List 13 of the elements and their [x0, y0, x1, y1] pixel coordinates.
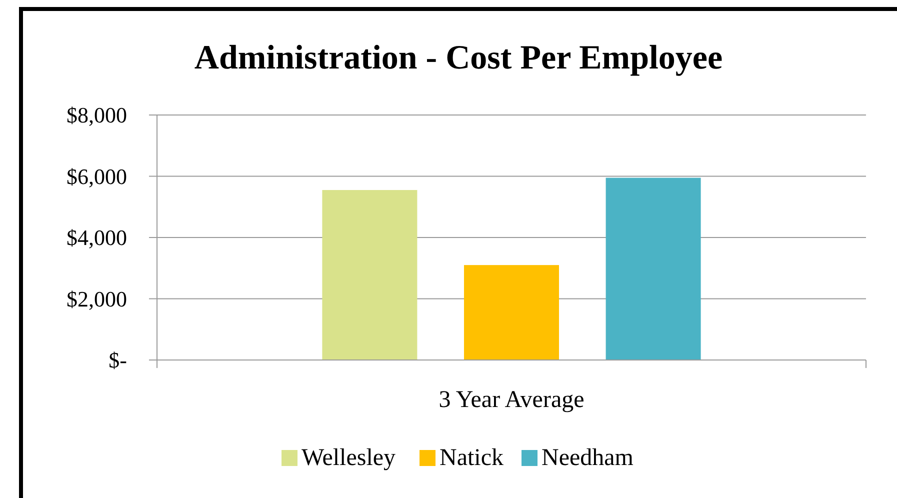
y-tick-label: $4,000 [66, 225, 127, 250]
y-tick-label: $2,000 [66, 286, 127, 312]
legend-label: Wellesley [302, 445, 396, 471]
y-tick-label: $8,000 [66, 102, 127, 128]
bar [322, 190, 418, 360]
bar [464, 265, 560, 360]
legend-label: Natick [440, 445, 504, 471]
bar [606, 178, 701, 360]
y-tick-label: $6,000 [66, 164, 127, 189]
legend-label: Needham [542, 445, 634, 471]
x-tick-label: 3 Year Average [438, 387, 584, 413]
y-tick-label: $- [108, 348, 127, 372]
chart-title: Administration - Cost Per Employee [194, 40, 723, 76]
